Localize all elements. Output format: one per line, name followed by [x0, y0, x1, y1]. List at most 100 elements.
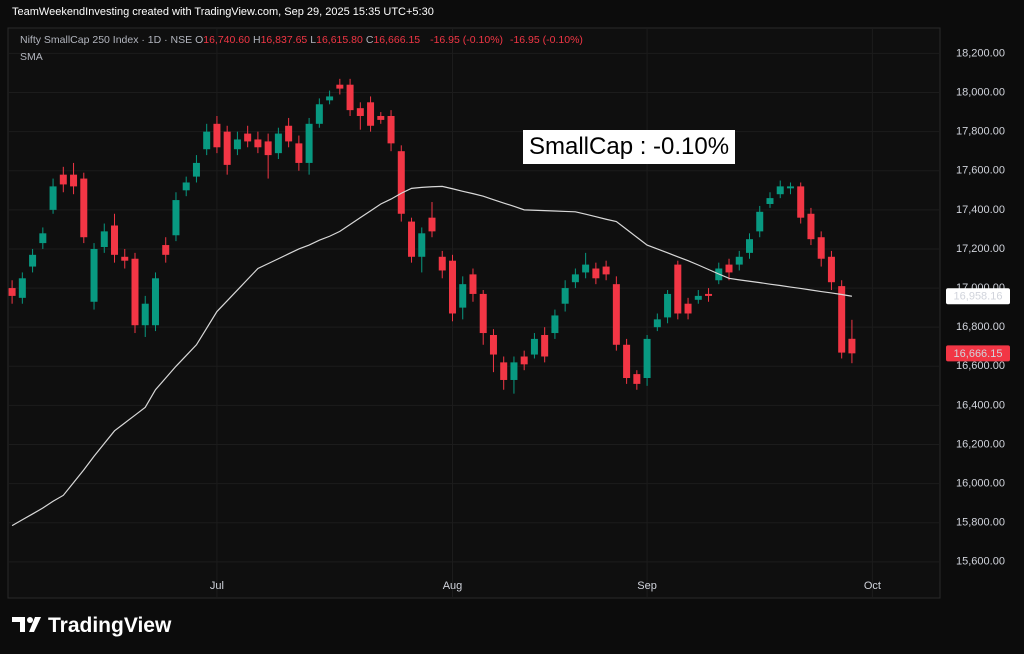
candle-body — [264, 141, 272, 156]
candle-body — [520, 356, 528, 365]
candle-body — [582, 264, 590, 273]
candle-body — [387, 115, 395, 144]
ohlc-key: H — [252, 34, 261, 46]
candle-body — [203, 131, 211, 150]
last-value-label: 16,666.15 — [954, 348, 1003, 360]
candle-body — [705, 293, 713, 296]
candle-body — [797, 186, 805, 218]
logo-icon — [12, 617, 41, 632]
ohlc: O16,740.60 H16,837.65 L16,615.80 C16,666.15 — [195, 34, 423, 46]
ohlc-value: 16,837.65 — [260, 34, 308, 46]
candle-body — [643, 338, 651, 379]
x-tick-label: Aug — [443, 580, 463, 592]
candle-body — [377, 115, 385, 120]
candle-body — [100, 231, 108, 248]
legend-sma: SMA — [20, 51, 43, 63]
candle-body — [438, 256, 446, 271]
candle-body — [469, 274, 477, 294]
y-tick-label: 15,600.00 — [956, 556, 1005, 568]
axes: 15,600.00 15,800.00 16,000.00 16,200.00 16,4… — [210, 47, 1010, 592]
candle-body — [479, 293, 487, 334]
candle-body — [776, 186, 784, 195]
sma-line — [11, 185, 853, 527]
candle-body — [295, 143, 303, 163]
y-tick-label: 18,000.00 — [956, 86, 1005, 98]
candle-body — [172, 200, 180, 236]
candle-body — [725, 264, 733, 273]
candle-body — [807, 213, 815, 240]
candle-body — [530, 338, 538, 355]
candle-body — [746, 239, 754, 253]
y-tick-label: 15,800.00 — [956, 517, 1005, 529]
symbol: Nifty SmallCap 250 Index · 1D · NSE — [20, 34, 193, 46]
candle-body — [70, 174, 78, 187]
plot-area — [7, 27, 941, 599]
candle-body — [827, 256, 835, 283]
candle-body — [571, 274, 579, 283]
candle-body — [397, 151, 405, 214]
candle-body — [162, 245, 170, 255]
candle-body — [428, 217, 436, 232]
candle-body — [121, 256, 129, 261]
ohlc-key: O — [195, 34, 204, 46]
logo-dot — [27, 617, 33, 623]
candle-body — [541, 334, 549, 357]
annotation: SmallCap : -0.10% — [523, 130, 736, 164]
candle-body — [254, 139, 262, 148]
y-tick-label: 17,400.00 — [956, 204, 1005, 216]
candle-body — [674, 264, 682, 314]
candle-body — [786, 186, 794, 189]
candle-body — [111, 225, 119, 255]
candle-body — [510, 362, 518, 380]
marks — [8, 78, 856, 527]
candle-body — [49, 186, 57, 210]
candle-body — [18, 278, 26, 298]
candle-body — [80, 178, 88, 238]
candle-body — [182, 182, 190, 191]
candle-body — [8, 288, 16, 296]
candle-body — [244, 133, 252, 142]
y-tick-label: 18,200.00 — [956, 47, 1005, 59]
candle-body — [141, 303, 149, 326]
y-tick-label: 16,000.00 — [956, 478, 1005, 490]
candle-body — [367, 102, 375, 126]
last-value-label: 16,958.16 — [954, 291, 1003, 303]
candle-body — [59, 174, 67, 185]
last-value-box — [946, 345, 1010, 362]
x-tick-label: Jul — [210, 580, 224, 592]
legend: Nifty SmallCap 250 Index · 1D · NSE O16,… — [20, 34, 583, 46]
candle-body — [756, 211, 764, 232]
candle-body — [551, 315, 559, 334]
logo-shape — [29, 617, 41, 632]
candle-body — [192, 162, 200, 177]
candle-body — [346, 84, 354, 111]
candle-body — [602, 266, 610, 275]
candle-body — [735, 256, 743, 265]
y-tick-label: 17,600.00 — [956, 165, 1005, 177]
candle-body — [274, 133, 282, 154]
ohlc-key: L — [310, 34, 317, 46]
y-tick-label: 16,200.00 — [956, 438, 1005, 450]
candle-body — [561, 288, 569, 304]
y-tick-label: 16,600.00 — [956, 360, 1005, 372]
candle-body — [39, 233, 47, 244]
y-tick-label: 16,400.00 — [956, 399, 1005, 411]
attribution: TeamWeekendInvesting created with Tradin… — [12, 6, 434, 18]
candle-body — [285, 125, 293, 142]
ohlc-key: C — [365, 34, 374, 46]
x-tick-label: Oct — [864, 580, 881, 592]
candle-body — [326, 96, 334, 101]
candle-body — [664, 293, 672, 318]
candle-body — [489, 334, 497, 355]
change: -16.95 (-0.10%) — [509, 34, 583, 46]
candle-body — [684, 303, 692, 314]
candle-body — [838, 286, 846, 353]
ohlc-value: 16,615.80 — [316, 34, 363, 46]
candle-body — [223, 131, 231, 165]
candle-body — [418, 233, 426, 257]
candle-body — [694, 295, 702, 300]
candle-body — [315, 104, 323, 124]
last-value-box — [946, 288, 1010, 305]
candle-body — [151, 278, 159, 326]
